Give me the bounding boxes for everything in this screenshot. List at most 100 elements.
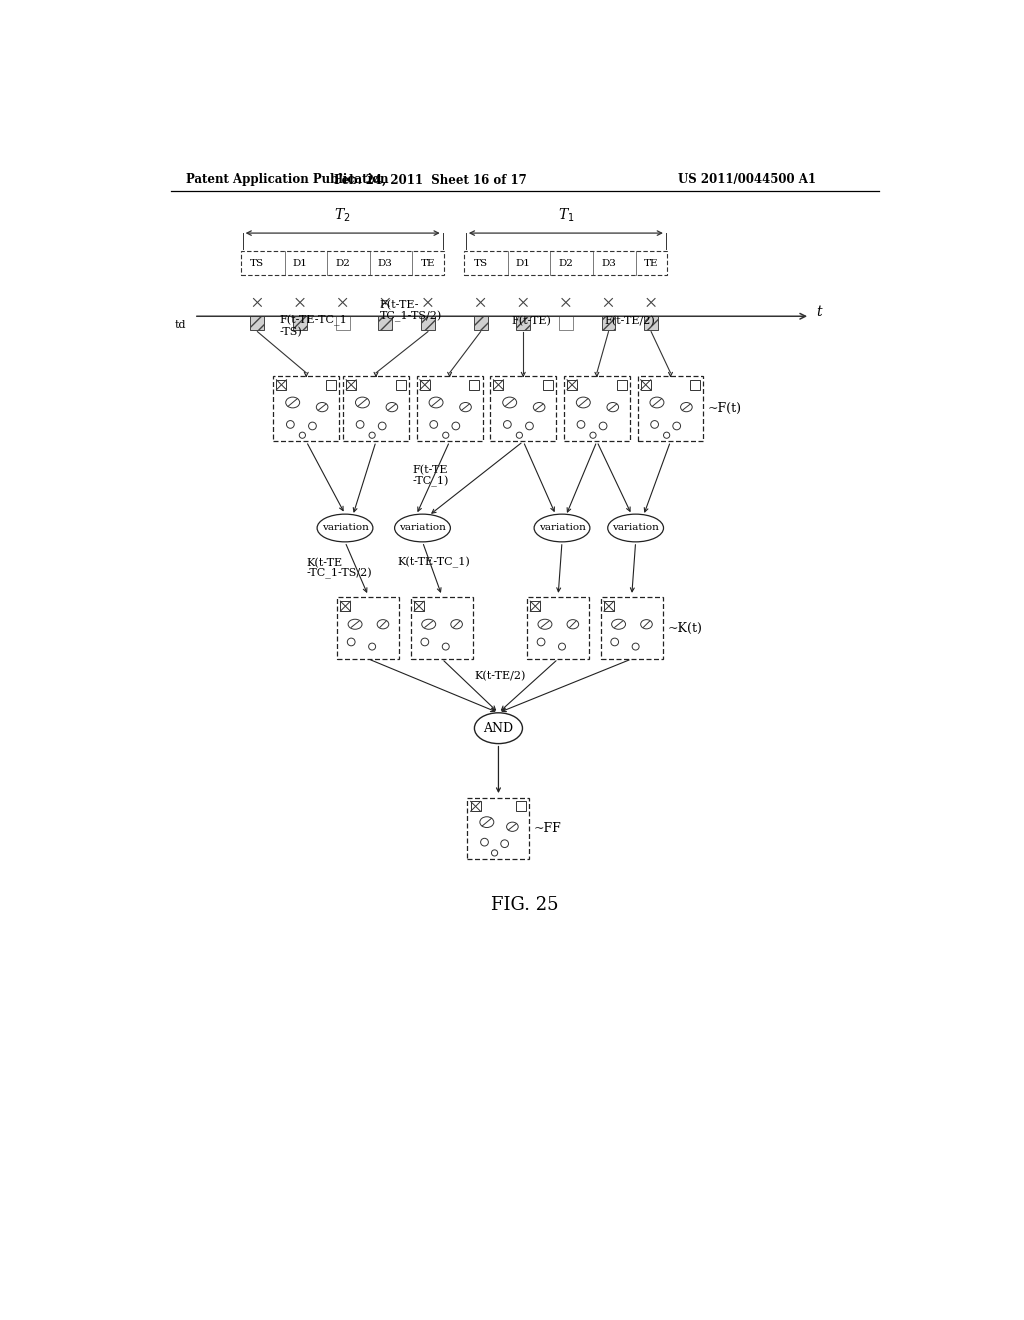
Ellipse shape — [503, 397, 517, 408]
Circle shape — [430, 421, 437, 428]
Text: variation: variation — [399, 524, 445, 532]
Bar — [474, 317, 487, 330]
Bar — [471, 801, 480, 812]
Text: D1: D1 — [516, 259, 530, 268]
Ellipse shape — [317, 513, 373, 543]
Bar — [469, 380, 479, 389]
Bar — [690, 380, 700, 389]
Ellipse shape — [535, 513, 590, 543]
Ellipse shape — [480, 817, 494, 828]
Text: variation: variation — [612, 524, 659, 532]
Circle shape — [611, 638, 618, 645]
Circle shape — [650, 421, 658, 428]
Circle shape — [599, 422, 607, 430]
Bar — [543, 380, 553, 389]
Circle shape — [369, 643, 376, 649]
Circle shape — [356, 421, 364, 428]
Circle shape — [480, 838, 488, 846]
Ellipse shape — [538, 619, 552, 630]
Text: D1: D1 — [293, 259, 307, 268]
Text: K(t-TE/2): K(t-TE/2) — [474, 671, 525, 681]
Circle shape — [347, 638, 355, 645]
Text: D2: D2 — [335, 259, 350, 268]
Circle shape — [590, 432, 596, 438]
Text: -TC_1): -TC_1) — [412, 477, 449, 487]
Text: TS: TS — [473, 259, 487, 268]
Text: Patent Application Publication: Patent Application Publication — [186, 173, 389, 186]
Bar — [641, 380, 650, 389]
Ellipse shape — [377, 619, 389, 628]
Text: t: t — [816, 305, 822, 319]
Text: F(t-TE): F(t-TE) — [512, 315, 552, 326]
Bar — [464, 251, 668, 276]
Text: F(t-TE: F(t-TE — [413, 466, 449, 475]
Ellipse shape — [534, 403, 545, 412]
Circle shape — [442, 643, 450, 649]
Ellipse shape — [394, 513, 451, 543]
Text: variation: variation — [539, 524, 586, 532]
Text: D3: D3 — [378, 259, 393, 268]
Circle shape — [504, 421, 511, 428]
Bar — [516, 317, 530, 330]
Circle shape — [492, 850, 498, 857]
Bar — [420, 380, 430, 389]
Text: TE: TE — [644, 259, 658, 268]
Text: -TC_1-TS/2): -TC_1-TS/2) — [306, 568, 372, 579]
Text: T$_2$: T$_2$ — [335, 206, 351, 224]
Ellipse shape — [451, 619, 463, 628]
Ellipse shape — [422, 619, 435, 630]
Bar — [530, 601, 541, 611]
Text: TS: TS — [250, 259, 264, 268]
Bar — [276, 380, 287, 389]
Bar — [638, 376, 703, 441]
Ellipse shape — [507, 822, 518, 832]
Bar — [417, 376, 482, 441]
Bar — [326, 380, 336, 389]
Circle shape — [369, 432, 375, 438]
Circle shape — [287, 421, 294, 428]
Text: -TS): -TS) — [280, 327, 302, 338]
Ellipse shape — [607, 403, 618, 412]
Text: K(t-TE-TC_1): K(t-TE-TC_1) — [397, 557, 470, 568]
Bar — [378, 317, 392, 330]
Ellipse shape — [641, 619, 652, 628]
Text: T$_1$: T$_1$ — [557, 206, 574, 224]
Bar — [527, 597, 589, 659]
Bar — [251, 317, 264, 330]
Ellipse shape — [567, 619, 579, 628]
Bar — [516, 801, 526, 812]
Circle shape — [632, 643, 639, 649]
Text: F(t-TE-TC_1: F(t-TE-TC_1 — [280, 314, 347, 326]
Bar — [601, 317, 615, 330]
Ellipse shape — [650, 397, 664, 408]
Text: K(t-TE: K(t-TE — [306, 558, 342, 568]
Ellipse shape — [316, 403, 328, 412]
Bar — [340, 601, 350, 611]
Bar — [644, 317, 658, 330]
Text: TE: TE — [421, 259, 435, 268]
Bar — [273, 376, 339, 441]
Circle shape — [558, 643, 565, 649]
Bar — [241, 251, 444, 276]
Bar — [336, 317, 349, 330]
Circle shape — [673, 422, 681, 430]
Bar — [616, 380, 627, 389]
Bar — [604, 601, 614, 611]
Bar — [494, 380, 504, 389]
Ellipse shape — [286, 397, 300, 408]
Text: AND: AND — [483, 722, 513, 735]
Text: Feb. 24, 2011  Sheet 16 of 17: Feb. 24, 2011 Sheet 16 of 17 — [334, 173, 526, 186]
Text: TC_1-TS/2): TC_1-TS/2) — [380, 310, 442, 322]
Ellipse shape — [474, 713, 522, 743]
Circle shape — [525, 422, 534, 430]
Text: D2: D2 — [558, 259, 573, 268]
Bar — [411, 597, 473, 659]
Circle shape — [308, 422, 316, 430]
Text: td: td — [175, 321, 186, 330]
Circle shape — [421, 638, 429, 645]
Circle shape — [516, 432, 522, 438]
Text: ~F(t): ~F(t) — [708, 403, 742, 416]
Circle shape — [578, 421, 585, 428]
Circle shape — [442, 432, 449, 438]
Bar — [421, 317, 435, 330]
